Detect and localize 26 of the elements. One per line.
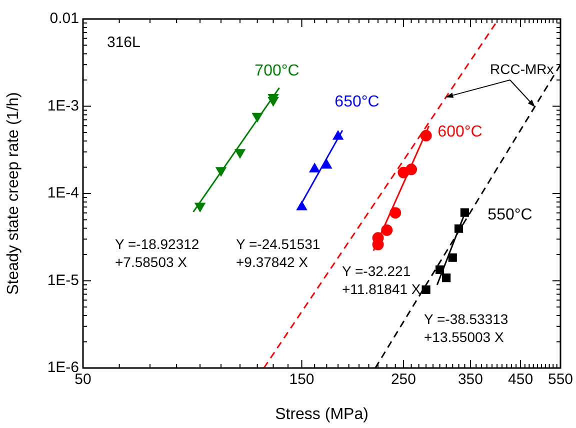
series-label: 700°C [254, 62, 300, 80]
series-label: 650°C [334, 93, 380, 110]
y-axis-title: Steady state creep rate (1/h) [5, 92, 22, 295]
annotation: Y =-24.51531 [236, 236, 320, 252]
annotation: 316L [107, 34, 140, 52]
x-axis-title: Stress (MPa) [275, 406, 368, 423]
x-tick-label: 250 [390, 371, 416, 388]
x-tick-label: 550 [548, 371, 573, 388]
annotation: +11.81841 X [342, 280, 422, 297]
y-tick-label: 1E-5 [47, 272, 79, 289]
annotation: Y =-32.221 [342, 262, 411, 279]
annotation: +7.58503 X [115, 254, 188, 270]
y-tick-label: 1E-4 [47, 184, 79, 202]
legend-label: 550°C [488, 206, 532, 224]
annotation: +9.37842 X [236, 254, 309, 270]
annotation: +13.55003 X [424, 328, 504, 345]
y-tick-label: 1E-3 [47, 97, 79, 114]
annotation: Y =-38.53313 [424, 310, 508, 327]
x-tick-label: 350 [458, 371, 483, 388]
x-tick-label: 150 [289, 371, 314, 388]
y-tick-label: 0.01 [50, 10, 79, 28]
series-label: 600°C [438, 123, 482, 140]
x-tick-label: 50 [74, 371, 92, 388]
annotation: Y =-18.92312 [115, 236, 200, 252]
annotation: RCC-MRx [490, 60, 554, 77]
x-tick-label: 450 [508, 371, 534, 388]
